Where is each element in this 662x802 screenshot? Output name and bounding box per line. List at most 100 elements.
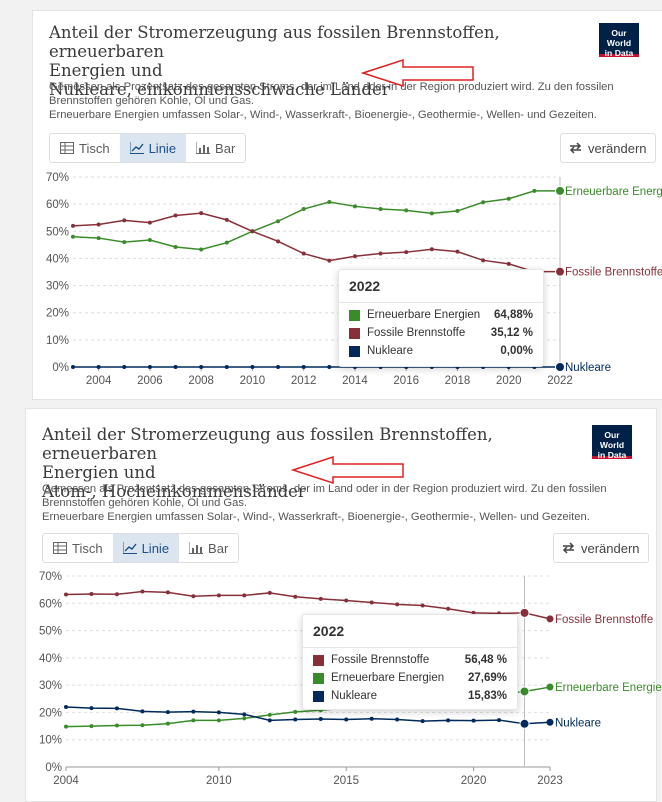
red-arrow-annotation	[290, 455, 404, 485]
series-end-label: Fossile Brennstoffe	[555, 614, 653, 626]
x-tick-label: 2022	[547, 375, 573, 387]
data-point	[506, 196, 511, 201]
x-tick-label: 2006	[137, 375, 163, 387]
y-tick-label: 60%	[46, 199, 69, 211]
data-point	[369, 716, 374, 721]
tooltip: 2022 Fossile Brennstoffe 56,48 % Erneuer…	[302, 614, 518, 710]
data-point	[327, 258, 332, 263]
data-point	[301, 207, 306, 212]
data-point	[122, 365, 127, 369]
data-point	[89, 706, 94, 711]
data-point	[89, 724, 94, 729]
data-point	[293, 594, 298, 599]
x-tick-label: 2020	[496, 375, 522, 387]
data-point	[506, 261, 511, 266]
data-point	[224, 240, 229, 245]
data-point	[293, 709, 298, 714]
x-tick-label: 2010	[240, 375, 266, 387]
chart-panel-high-income: Anteil der Stromerzeugung aus fossilen B…	[25, 408, 662, 802]
data-point	[140, 589, 145, 594]
tab-table[interactable]: Tisch	[43, 534, 113, 562]
change-button[interactable]: verändern	[560, 133, 656, 163]
data-point	[165, 710, 170, 715]
red-arrow-annotation	[360, 58, 474, 88]
tooltip-row: Fossile Brennstoffe 35,12 %	[339, 324, 543, 342]
owid-logo[interactable]: Our World in Data	[592, 425, 632, 460]
data-point	[122, 240, 127, 245]
data-point	[64, 592, 68, 597]
tab-table[interactable]: Tisch	[50, 134, 120, 162]
data-point	[318, 716, 323, 721]
series-end-label: Erneuerbare Energien	[565, 186, 662, 198]
data-point	[369, 600, 374, 605]
view-tabs: Tisch Linie Bar	[49, 133, 247, 163]
data-point	[267, 590, 272, 595]
tooltip-row: Fossile Brennstoffe 56,48 %	[303, 651, 517, 669]
data-point	[532, 188, 537, 193]
x-tick-label: 2004	[53, 775, 79, 787]
table-icon	[53, 542, 67, 554]
data-point	[429, 247, 434, 252]
tooltip-row: Erneuerbare Energien 64,88%	[339, 306, 543, 324]
x-tick-label: 2015	[333, 775, 359, 787]
data-point	[471, 610, 476, 615]
data-point	[276, 239, 281, 244]
data-point	[471, 718, 476, 723]
data-point	[191, 718, 196, 723]
tab-line[interactable]: Linie	[112, 534, 180, 562]
x-tick-label: 2010	[206, 775, 232, 787]
line-chart-icon	[129, 142, 144, 154]
chart-subtitle: Gemessen als Prozentsatz des gesamten St…	[42, 483, 607, 523]
data-point	[344, 717, 349, 722]
tooltip-year: 2022	[339, 270, 543, 303]
data-point	[140, 723, 145, 728]
data-point	[404, 250, 409, 255]
tab-bar[interactable]: Bar	[186, 134, 245, 162]
data-point	[318, 596, 323, 601]
data-point	[114, 723, 119, 728]
data-point	[165, 590, 170, 595]
data-point	[276, 365, 281, 369]
data-point	[242, 593, 247, 598]
series-line	[72, 190, 560, 251]
end-point	[556, 363, 564, 371]
x-tick-label: 2018	[445, 375, 471, 387]
y-tick-label: 50%	[39, 626, 62, 638]
data-point	[481, 200, 486, 205]
owid-logo[interactable]: Our World in Data	[599, 23, 639, 58]
data-point	[395, 717, 400, 722]
swap-arrows-icon	[569, 142, 582, 154]
data-point	[71, 365, 75, 369]
y-tick-label: 50%	[46, 226, 69, 238]
tooltip-row: Nukleare 0,00%	[339, 342, 543, 360]
data-point	[301, 251, 306, 256]
data-point	[250, 365, 255, 369]
y-tick-label: 0%	[45, 762, 62, 774]
legend-swatch	[313, 690, 324, 702]
data-point	[165, 721, 170, 726]
change-button[interactable]: verändern	[553, 533, 649, 563]
data-point	[147, 220, 152, 225]
legend-swatch	[349, 309, 360, 321]
end-point	[546, 718, 554, 726]
y-tick-label: 30%	[39, 680, 62, 692]
data-point	[267, 718, 272, 723]
data-point	[114, 706, 119, 711]
data-point	[224, 217, 229, 222]
data-point	[420, 603, 425, 608]
table-icon	[60, 142, 74, 154]
tab-bar[interactable]: Bar	[179, 534, 238, 562]
x-tick-label: 2012	[291, 375, 317, 387]
line-chart: 0% 10% 20% 30% 40% 50% 60% 70% 2004 2006 2008 2010 2…	[46, 172, 662, 387]
data-point	[173, 365, 178, 369]
legend-swatch	[313, 654, 324, 666]
data-point	[242, 716, 247, 721]
end-point	[546, 615, 554, 623]
tab-line[interactable]: Linie	[119, 134, 187, 162]
data-point	[481, 258, 486, 263]
line-chart-icon	[122, 542, 137, 554]
data-point	[216, 710, 221, 715]
y-tick-label: 30%	[46, 281, 69, 293]
data-point	[173, 245, 178, 250]
data-point	[404, 208, 409, 213]
